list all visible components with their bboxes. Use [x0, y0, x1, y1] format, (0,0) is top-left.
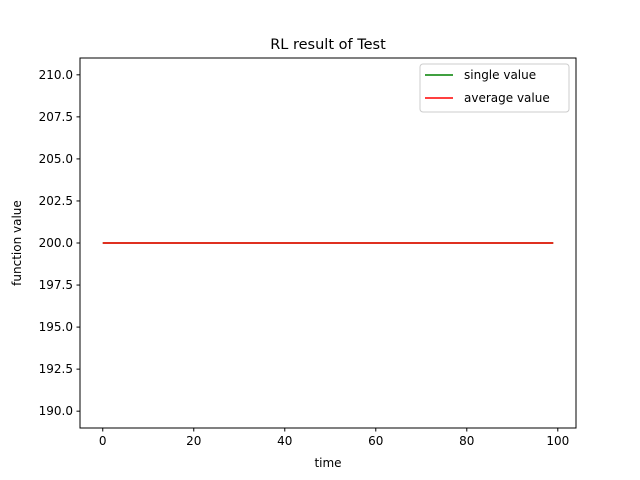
- y-tick-label: 205.0: [39, 152, 73, 166]
- legend-box: [419, 63, 570, 113]
- y-tick-label: 202.5: [39, 194, 73, 208]
- y-tick-label: 195.0: [39, 320, 73, 334]
- x-tick-label: 100: [546, 434, 569, 448]
- legend-label-average-value: average value: [464, 91, 550, 105]
- x-axis-label: time: [314, 456, 341, 470]
- y-tick-label: 207.5: [39, 110, 73, 124]
- y-axis-label: function value: [10, 200, 24, 286]
- legend-label-single-value: single value: [464, 68, 536, 82]
- y-tick-label: 210.0: [39, 68, 73, 82]
- x-tick-label: 60: [368, 434, 383, 448]
- y-tick-label: 200.0: [39, 236, 73, 250]
- chart-title: RL result of Test: [270, 37, 386, 53]
- y-tick-label: 192.5: [39, 362, 73, 376]
- x-tick-label: 80: [459, 434, 474, 448]
- y-tick-label: 190.0: [39, 404, 73, 418]
- x-tick-label: 20: [186, 434, 201, 448]
- y-axis-ticks: 190.0 192.5 195.0 197.5 200.0 202.5 205.0 207.5…: [39, 68, 80, 418]
- y-tick-label: 197.5: [39, 278, 73, 292]
- legend: single value average value: [419, 63, 570, 113]
- x-axis-ticks: 0 20 40 60 80 100: [99, 428, 569, 448]
- x-tick-label: 40: [277, 434, 292, 448]
- x-tick-label: 0: [99, 434, 107, 448]
